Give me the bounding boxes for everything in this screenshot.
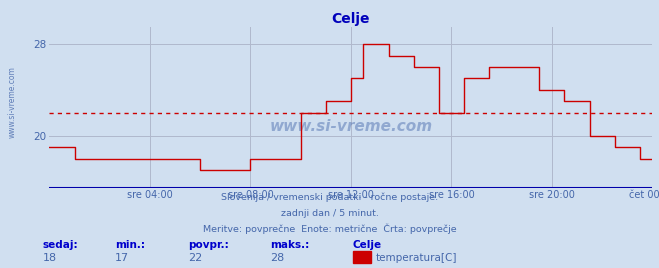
Title: Celje: Celje (331, 12, 370, 26)
Text: www.si-vreme.com: www.si-vreme.com (270, 119, 432, 134)
Text: maks.:: maks.: (270, 240, 310, 250)
Text: Celje: Celje (353, 240, 382, 250)
Text: www.si-vreme.com: www.si-vreme.com (8, 66, 17, 138)
Text: Slovenija / vremenski podatki - ročne postaje.: Slovenija / vremenski podatki - ročne po… (221, 192, 438, 202)
Text: 28: 28 (270, 253, 285, 263)
Text: temperatura[C]: temperatura[C] (376, 253, 457, 263)
Text: 18: 18 (43, 253, 57, 263)
Text: povpr.:: povpr.: (188, 240, 229, 250)
Text: sedaj:: sedaj: (43, 240, 78, 250)
Text: 17: 17 (115, 253, 129, 263)
Text: min.:: min.: (115, 240, 146, 250)
Text: Meritve: povprečne  Enote: metrične  Črta: povprečje: Meritve: povprečne Enote: metrične Črta:… (203, 223, 456, 234)
Text: zadnji dan / 5 minut.: zadnji dan / 5 minut. (281, 209, 378, 218)
Text: 22: 22 (188, 253, 202, 263)
